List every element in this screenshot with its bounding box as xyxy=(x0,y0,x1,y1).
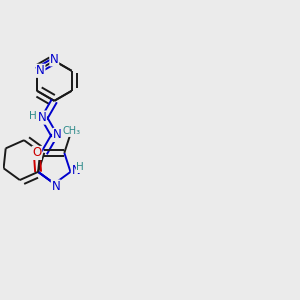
Text: N: N xyxy=(71,164,80,177)
Text: H: H xyxy=(76,163,84,172)
Text: N: N xyxy=(50,53,59,66)
Text: O: O xyxy=(32,146,41,159)
Text: H: H xyxy=(29,111,37,121)
Text: N: N xyxy=(36,64,45,77)
Text: N: N xyxy=(51,180,60,193)
Text: CH₃: CH₃ xyxy=(63,126,81,136)
Text: H: H xyxy=(34,147,42,157)
Text: N: N xyxy=(38,111,46,124)
Text: N: N xyxy=(53,128,62,141)
